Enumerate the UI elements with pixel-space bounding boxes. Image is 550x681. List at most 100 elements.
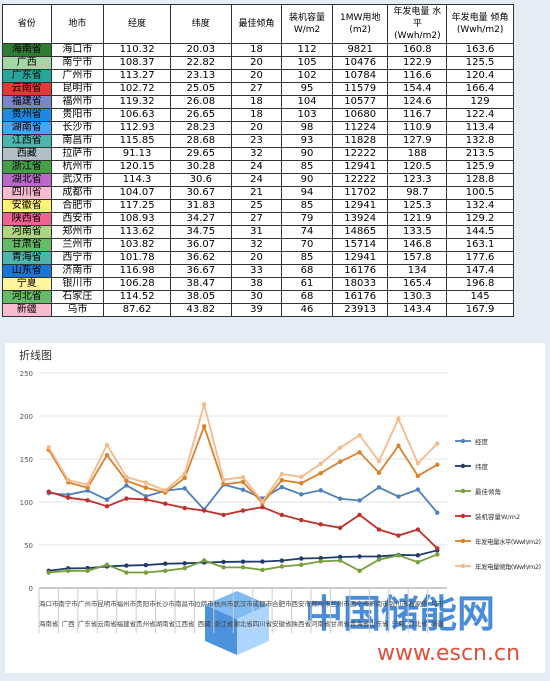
table-cell: 12941 (331, 160, 389, 174)
table-cell: 20 (230, 56, 283, 70)
data-point (396, 494, 401, 499)
table-cell: 武汉市 (50, 173, 105, 187)
data-point (163, 561, 168, 566)
table-cell: 12222 (331, 173, 389, 187)
data-point (299, 562, 304, 567)
data-point (337, 558, 343, 563)
table-cell: 39 (230, 303, 283, 317)
data-point (357, 568, 362, 573)
table-row: 贵州省 贵阳市 106.63 26.65 18 103 10680 116.7 122.4 (2, 108, 514, 122)
table-cell: 93 (281, 134, 333, 148)
table-row: 青海省 西宁市 101.78 36.62 20 85 12941 157.8 177.6 (2, 251, 514, 265)
table-cell: 31 (230, 225, 283, 239)
data-point (240, 508, 246, 513)
province-cell: 贵州省 (2, 108, 52, 122)
column-header: 经度 (103, 4, 171, 44)
data-point (124, 474, 129, 480)
data-point (415, 560, 421, 565)
data-point (299, 492, 304, 497)
data-point (201, 402, 207, 407)
table-cell: 119.32 (103, 95, 171, 109)
data-point (163, 501, 168, 506)
table-cell: 38.47 (169, 277, 232, 291)
data-point (299, 474, 304, 480)
data-point (143, 494, 149, 499)
data-point (337, 554, 343, 560)
table-cell: 157.8 (387, 251, 448, 265)
x-group-label: 广西 (62, 619, 76, 628)
y-tick-label: 0 (29, 585, 33, 593)
data-point (182, 561, 187, 566)
table-cell: 30.6 (169, 173, 232, 187)
data-point (221, 565, 226, 570)
province-cell: 甘肃省 (2, 238, 52, 252)
legend-marker (460, 563, 466, 569)
data-point (357, 450, 362, 455)
table-cell: 30.67 (169, 186, 232, 200)
table-row: 安徽省 合肥市 117.25 31.83 25 85 12941 125.3 132.4 (2, 199, 514, 213)
table-cell: 123.3 (387, 173, 448, 187)
table-cell: 23 (230, 134, 283, 148)
table-cell: 144.5 (446, 225, 514, 239)
data-point (104, 562, 110, 567)
province-cell: 陕西省 (2, 212, 52, 226)
data-point (318, 488, 323, 493)
table-cell: 南宁市 (50, 56, 105, 70)
table-cell: 海口市 (50, 43, 105, 57)
header-row: 省份 地市 经度 纬度 最佳倾角 装机容量 W/m2 1MW用地 (m2) 年发电量 水平(W… (2, 4, 514, 44)
x-tick-label: 海口市 (39, 599, 59, 608)
table-cell: 116.98 (103, 264, 171, 278)
table-cell: 15714 (331, 238, 389, 252)
x-tick-label: 银川市 (389, 599, 409, 608)
table-row: 福建省 福州市 119.32 26.08 18 104 10577 124.6 129 (2, 95, 514, 109)
table-cell: 163.6 (446, 43, 514, 57)
data-point (396, 553, 401, 558)
table-cell: 108.37 (103, 56, 171, 70)
data-point (396, 533, 401, 538)
x-group-label: 云南省 (97, 619, 117, 628)
table-cell: 160.8 (387, 43, 448, 57)
data-point (46, 570, 51, 575)
table-cell: 167.9 (446, 303, 514, 317)
table-cell: 24 (230, 160, 283, 174)
data-point (65, 495, 71, 500)
table-row: 浙江省 杭州市 120.15 30.28 24 85 12941 120.5 125.9 (2, 160, 514, 174)
table-cell: 94 (281, 186, 333, 200)
data-point (124, 483, 129, 488)
table-cell: 116.6 (387, 69, 448, 83)
data-point (240, 559, 246, 564)
table-cell: 36.67 (169, 264, 232, 278)
table-cell: 85 (281, 251, 333, 265)
data-point (279, 564, 285, 569)
data-point (65, 477, 71, 483)
legend-marker (460, 488, 466, 494)
data-point (299, 556, 304, 561)
data-point (279, 471, 285, 477)
table-cell: 103.82 (103, 238, 171, 252)
province-cell: 河北省 (2, 290, 52, 304)
table-row: 新疆 乌市 87.62 43.82 39 46 23913 143.4 167.9 (2, 303, 514, 317)
data-point (435, 441, 440, 446)
table-cell: 101.78 (103, 251, 171, 265)
table-row: 湖南省 长沙市 112.93 28.23 20 98 11224 110.9 113.4 (2, 121, 514, 135)
table-cell: 110.9 (387, 121, 448, 135)
data-point (376, 557, 382, 562)
x-group-label: 湖北省 (233, 619, 253, 628)
table-cell: 98.7 (387, 186, 448, 200)
table-cell: 20 (230, 69, 283, 83)
x-tick-label: 昆明市 (97, 599, 117, 608)
table-cell: 117.25 (103, 199, 171, 213)
column-header: 年发电量 倾角(Wwh/m2) (446, 4, 514, 44)
table-cell: 27 (230, 212, 283, 226)
table-cell: 25.05 (169, 82, 232, 96)
x-group-label: 青海省 (350, 619, 370, 628)
table-cell: 9821 (331, 43, 389, 57)
table-cell: 10680 (331, 108, 389, 122)
table-cell: 120.4 (446, 69, 514, 83)
data-point (337, 459, 343, 464)
table-cell: 95 (281, 82, 333, 96)
province-cell: 山东省 (2, 264, 52, 278)
table-cell: 18 (230, 108, 283, 122)
province-cell: 广东省 (2, 69, 52, 83)
data-point (260, 559, 265, 564)
